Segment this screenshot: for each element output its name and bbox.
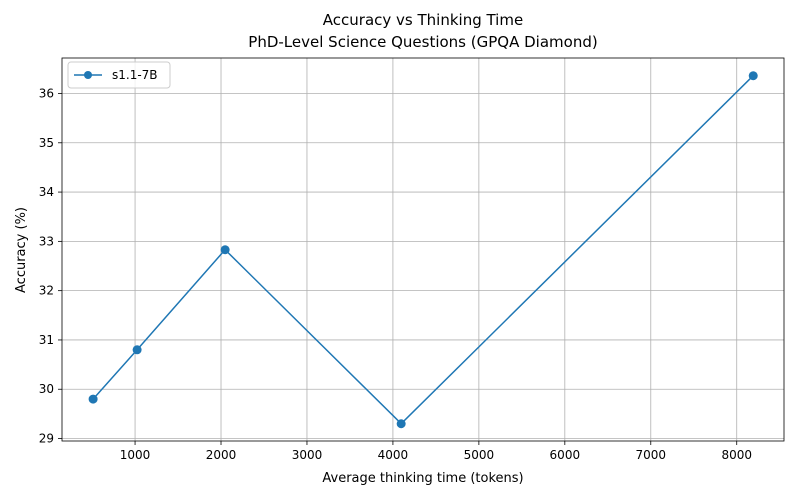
data-point [396, 419, 406, 429]
legend: s1.1-7B [67, 61, 171, 89]
y-tick-label: 29 [39, 432, 54, 446]
x-tick-label: 4000 [378, 448, 409, 462]
grid-lines [62, 58, 784, 441]
y-axis-ticks: 29 30 31 32 33 34 35 36 [39, 86, 62, 446]
y-tick-label: 33 [39, 234, 54, 248]
legend-box [67, 61, 171, 89]
x-axis-label: Average thinking time (tokens) [322, 471, 523, 486]
x-tick-label: 3000 [292, 448, 323, 462]
x-tick-label: 8000 [721, 448, 752, 462]
x-tick-label: 6000 [550, 448, 581, 462]
legend-marker [84, 71, 92, 79]
x-tick-label: 7000 [636, 448, 667, 462]
x-tick-label: 2000 [206, 448, 237, 462]
chart-subtitle: PhD-Level Science Questions (GPQA Diamon… [248, 33, 597, 51]
y-tick-label: 36 [39, 86, 54, 100]
y-tick-label: 31 [39, 333, 54, 347]
data-point [132, 345, 142, 355]
series-layer [88, 71, 758, 429]
x-axis-ticks: 1000 2000 3000 4000 5000 6000 7000 8000 [120, 441, 752, 462]
y-tick-label: 30 [39, 382, 54, 396]
data-point [88, 394, 98, 404]
plot-frame [61, 57, 785, 442]
legend-label: s1.1-7B [112, 68, 158, 82]
x-tick-label: 5000 [464, 448, 495, 462]
data-point [220, 245, 230, 255]
y-tick-label: 35 [39, 136, 54, 150]
series-line [92, 75, 754, 425]
y-tick-label: 32 [39, 284, 54, 298]
x-tick-label: 1000 [120, 448, 151, 462]
data-point [748, 71, 758, 81]
chart-title: Accuracy vs Thinking Time [323, 11, 523, 29]
y-tick-label: 34 [39, 185, 54, 199]
y-axis-label: Accuracy (%) [14, 207, 29, 293]
